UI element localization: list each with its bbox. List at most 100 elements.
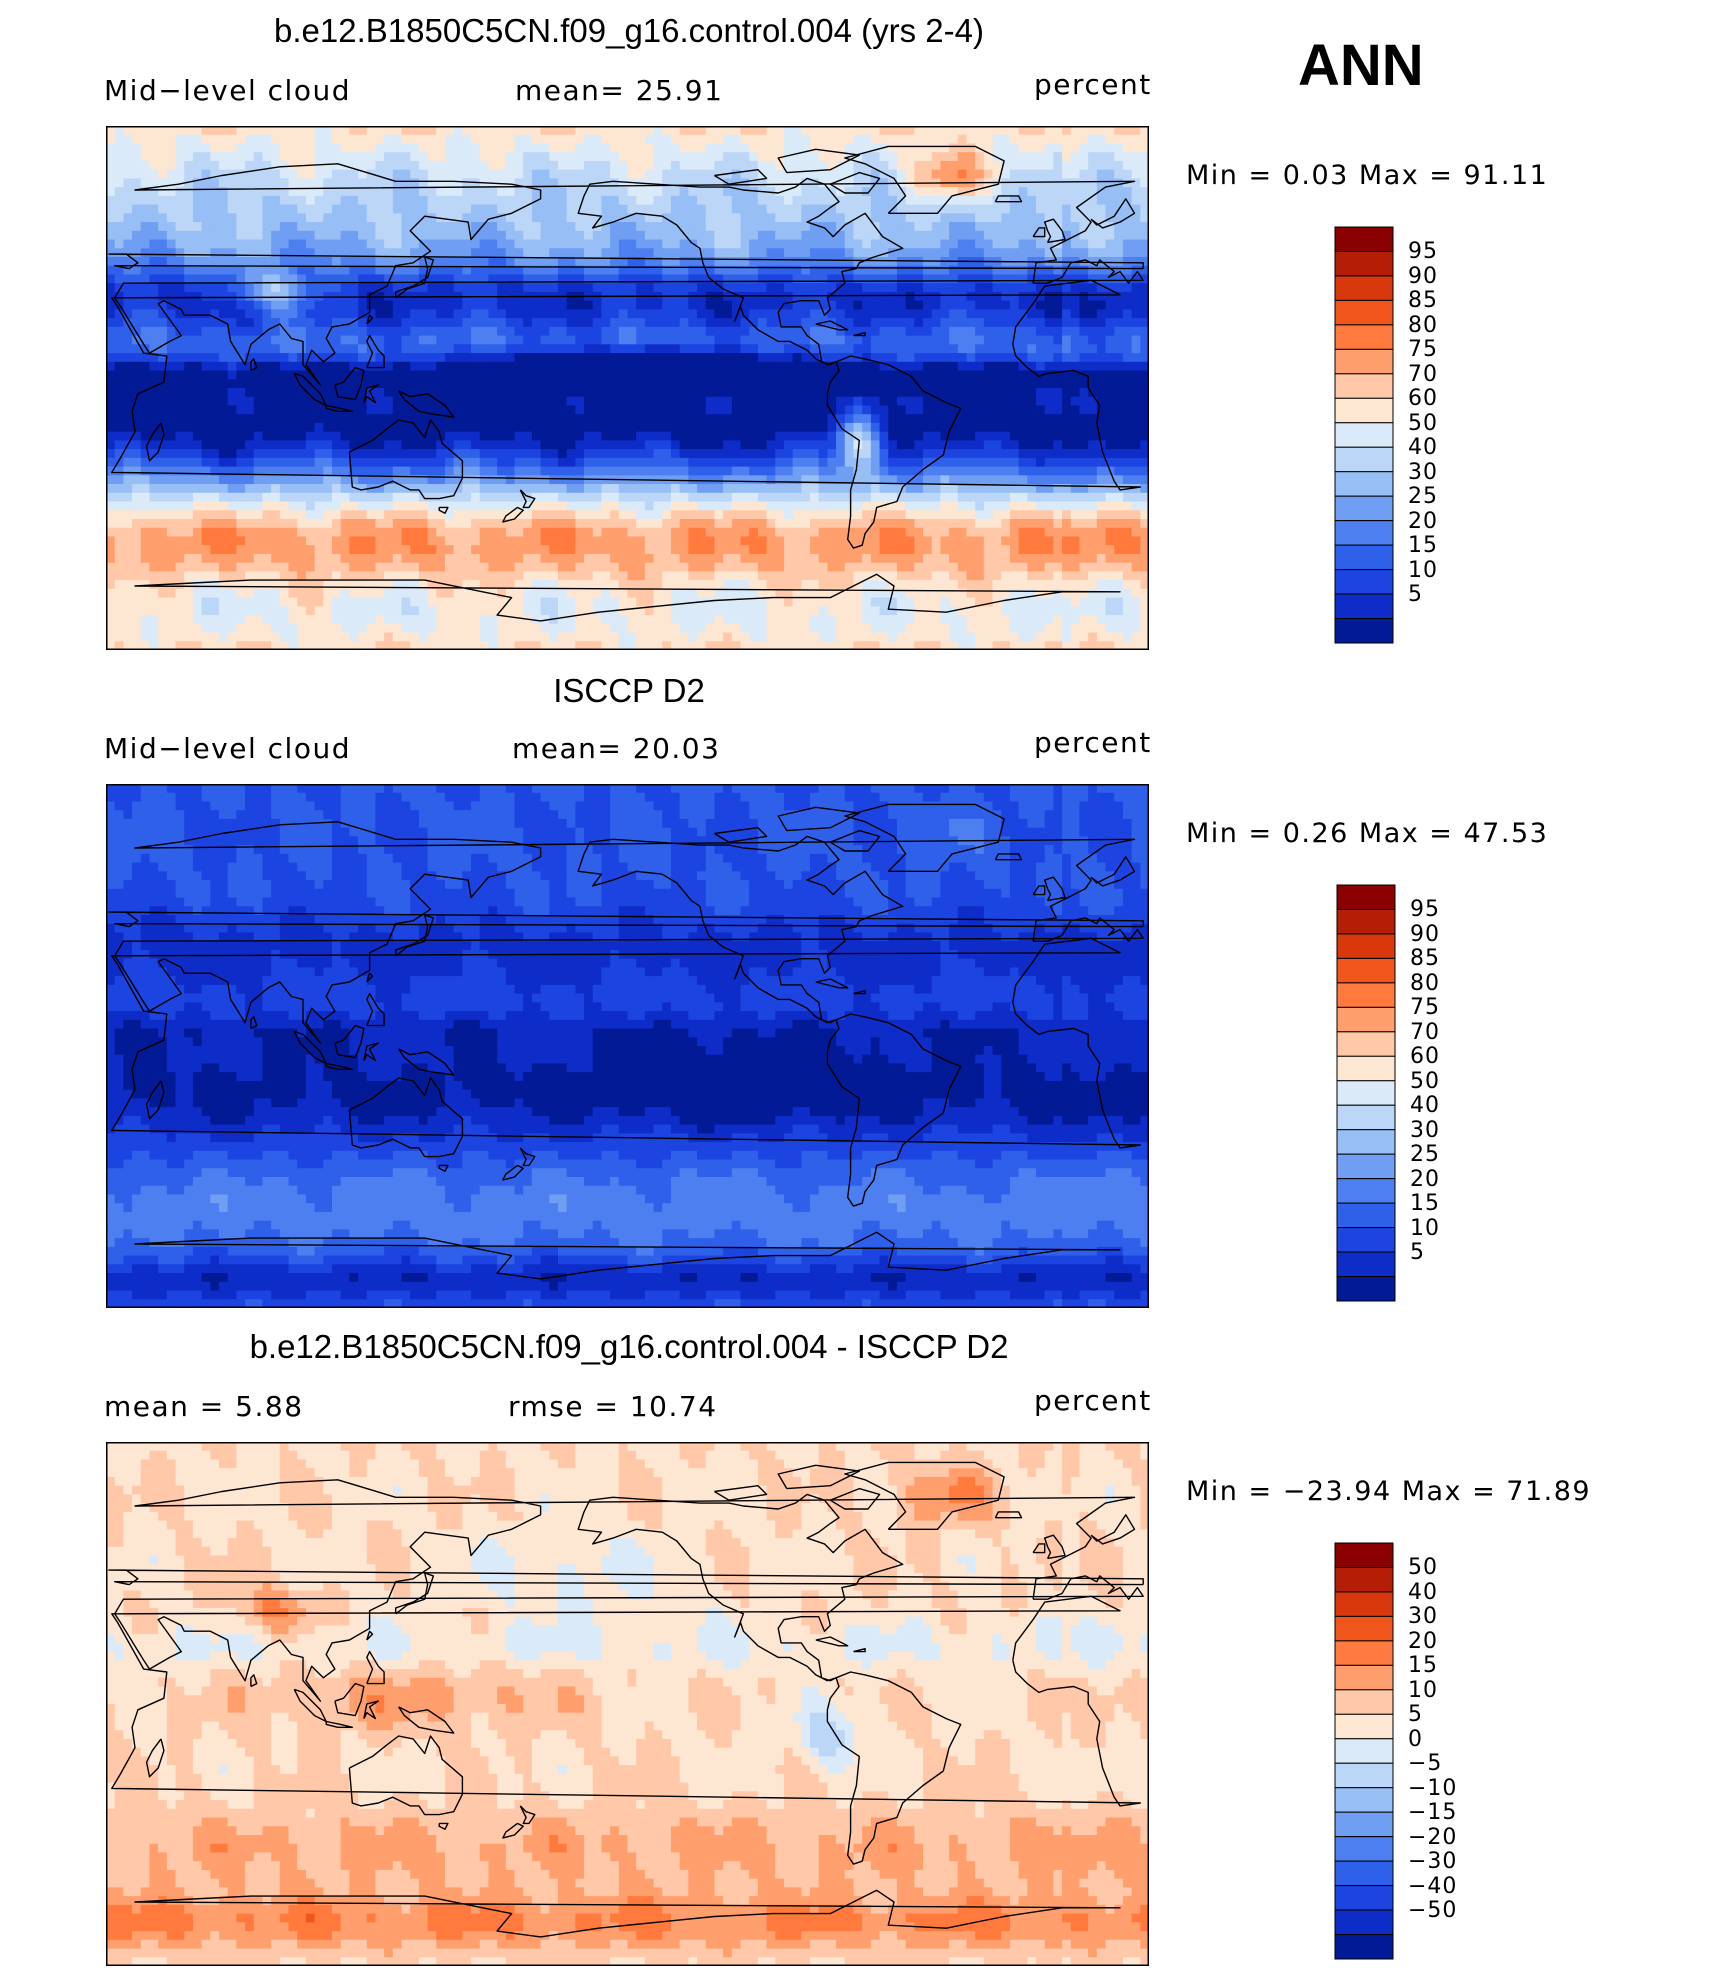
colorbar-box bbox=[1334, 226, 1394, 252]
colorbar-box bbox=[1336, 1031, 1396, 1057]
colorbar-box bbox=[1336, 1080, 1396, 1106]
colorbar-box bbox=[1336, 1006, 1396, 1033]
colorbar-tick-label: 95 bbox=[1408, 239, 1438, 264]
colorbar-box bbox=[1334, 1934, 1394, 1960]
colorbar-tick-label: 85 bbox=[1410, 946, 1440, 971]
colorbar-tick-label: 40 bbox=[1408, 1580, 1438, 1605]
colorbar-tick-label: 90 bbox=[1410, 922, 1440, 947]
colorbar-box bbox=[1334, 348, 1394, 375]
colorbar-model: 95 90 85 80 75 70 60 50 40 30 25 20 15 10 5 bbox=[1334, 226, 1454, 644]
colorbar-box bbox=[1336, 957, 1396, 984]
colorbar-tick-label: 85 bbox=[1408, 288, 1438, 313]
colorbar-box bbox=[1334, 397, 1394, 424]
colorbar-box bbox=[1334, 1566, 1394, 1593]
colorbar-tick-label: 40 bbox=[1410, 1093, 1440, 1118]
colorbar-box bbox=[1336, 1104, 1396, 1131]
colorbar-box bbox=[1334, 1664, 1394, 1691]
colorbar-tick-label: 10 bbox=[1408, 1678, 1438, 1703]
colorbar-box bbox=[1336, 1153, 1396, 1180]
mean-stat: mean = 5.88 bbox=[104, 1390, 304, 1423]
colorbar-tick-label: −30 bbox=[1408, 1849, 1457, 1874]
coastlines bbox=[108, 145, 1144, 622]
colorbar-box bbox=[1336, 1178, 1396, 1204]
colorbar-tick-label: 50 bbox=[1410, 1069, 1440, 1094]
colorbar-box bbox=[1336, 908, 1396, 935]
contour-field bbox=[106, 1442, 1149, 1966]
colorbar-tick-label: 70 bbox=[1408, 362, 1438, 387]
colorbar-box bbox=[1334, 1909, 1394, 1936]
min-max-readout: Min = 0.03 Max = 91.11 bbox=[1186, 160, 1548, 191]
colorbar-box bbox=[1334, 1615, 1394, 1642]
coastlines bbox=[108, 803, 1144, 1280]
colorbar-box bbox=[1334, 1836, 1394, 1862]
colorbar-box bbox=[1336, 1227, 1396, 1253]
colorbar-box bbox=[1334, 544, 1394, 571]
colorbar-tick-label: 95 bbox=[1410, 897, 1440, 922]
colorbar-box bbox=[1336, 1276, 1396, 1302]
colorbar-tick-label: 0 bbox=[1408, 1727, 1423, 1752]
colorbar-tick-label: 60 bbox=[1410, 1044, 1440, 1069]
colorbar-box bbox=[1336, 1055, 1396, 1082]
colorbar-tick-label: 5 bbox=[1408, 1702, 1423, 1727]
colorbar-box bbox=[1334, 373, 1394, 399]
colorbar-boxes bbox=[1334, 1542, 1394, 1960]
colorbar-tick-label: 25 bbox=[1410, 1142, 1440, 1167]
colorbar-tick-label: 60 bbox=[1408, 386, 1438, 411]
colorbar-box bbox=[1334, 1811, 1394, 1838]
colorbar-tick-label: 10 bbox=[1408, 558, 1438, 583]
colorbar-box bbox=[1334, 471, 1394, 497]
colorbar-tick-label: 70 bbox=[1410, 1020, 1440, 1045]
colorbar-tick-label: 40 bbox=[1408, 435, 1438, 460]
units-label: percent bbox=[1034, 68, 1152, 101]
panel-title: ISCCP D2 bbox=[0, 672, 1258, 710]
colorbar-tick-label: 5 bbox=[1408, 582, 1423, 607]
colorbar-box bbox=[1334, 324, 1394, 350]
contour-field bbox=[106, 126, 1149, 650]
colorbar-tick-label: 30 bbox=[1408, 460, 1438, 485]
colorbar-box bbox=[1336, 933, 1396, 959]
panel-title: b.e12.B1850C5CN.f09_g16.control.004 - IS… bbox=[0, 1328, 1258, 1366]
min-max-readout: Min = −23.94 Max = 71.89 bbox=[1186, 1476, 1591, 1507]
colorbar-tick-label: −15 bbox=[1408, 1800, 1457, 1825]
colorbar-box bbox=[1334, 422, 1394, 448]
colorbar-box bbox=[1336, 982, 1396, 1008]
units-label: percent bbox=[1034, 726, 1152, 759]
colorbar-tick-label: 10 bbox=[1410, 1216, 1440, 1241]
rmse-stat: rmse = 10.74 bbox=[508, 1390, 718, 1423]
variable-label: Mid−level cloud bbox=[104, 732, 351, 765]
colorbar-box bbox=[1336, 1129, 1396, 1155]
colorbar-box bbox=[1334, 1860, 1394, 1887]
colorbar-tick-label: 20 bbox=[1408, 509, 1438, 534]
colorbar-tick-label: −40 bbox=[1408, 1874, 1457, 1899]
colorbar-tick-label: −10 bbox=[1408, 1776, 1457, 1801]
map-frame bbox=[106, 126, 1149, 650]
colorbar-tick-label: 90 bbox=[1408, 264, 1438, 289]
colorbar-tick-label: 30 bbox=[1410, 1118, 1440, 1143]
colorbar-tick-label: 15 bbox=[1408, 1653, 1438, 1678]
colorbar-box bbox=[1334, 446, 1394, 473]
colorbar-tick-label: 20 bbox=[1410, 1167, 1440, 1192]
coastlines bbox=[108, 1461, 1144, 1938]
colorbar-observations: 95 90 85 80 75 70 60 50 40 30 25 20 15 10 5 bbox=[1336, 884, 1456, 1302]
colorbar-box bbox=[1336, 884, 1396, 910]
colorbar-tick-label: −20 bbox=[1408, 1825, 1457, 1850]
colorbar-tick-label: 80 bbox=[1408, 313, 1438, 338]
map-frame bbox=[106, 784, 1149, 1308]
colorbar-tick-label: 30 bbox=[1408, 1604, 1438, 1629]
colorbar-tick-label: 15 bbox=[1410, 1191, 1440, 1216]
mean-stat: mean= 20.03 bbox=[512, 732, 720, 765]
colorbar-box bbox=[1334, 1640, 1394, 1666]
min-max-readout: Min = 0.26 Max = 47.53 bbox=[1186, 818, 1548, 849]
map-difference bbox=[106, 1442, 1149, 1966]
season-label: ANN bbox=[1298, 32, 1424, 99]
panel-title: b.e12.B1850C5CN.f09_g16.control.004 (yrs… bbox=[0, 12, 1258, 50]
colorbar-tick-label: 75 bbox=[1408, 337, 1438, 362]
colorbar-box bbox=[1336, 1251, 1396, 1278]
colorbar-boxes bbox=[1336, 884, 1396, 1302]
units-label: percent bbox=[1034, 1384, 1152, 1417]
colorbar-box bbox=[1334, 1762, 1394, 1789]
contour-field bbox=[106, 784, 1149, 1308]
colorbar-tick-label: 25 bbox=[1408, 484, 1438, 509]
colorbar-box bbox=[1334, 1542, 1394, 1568]
mean-stat: mean= 25.91 bbox=[515, 74, 723, 107]
